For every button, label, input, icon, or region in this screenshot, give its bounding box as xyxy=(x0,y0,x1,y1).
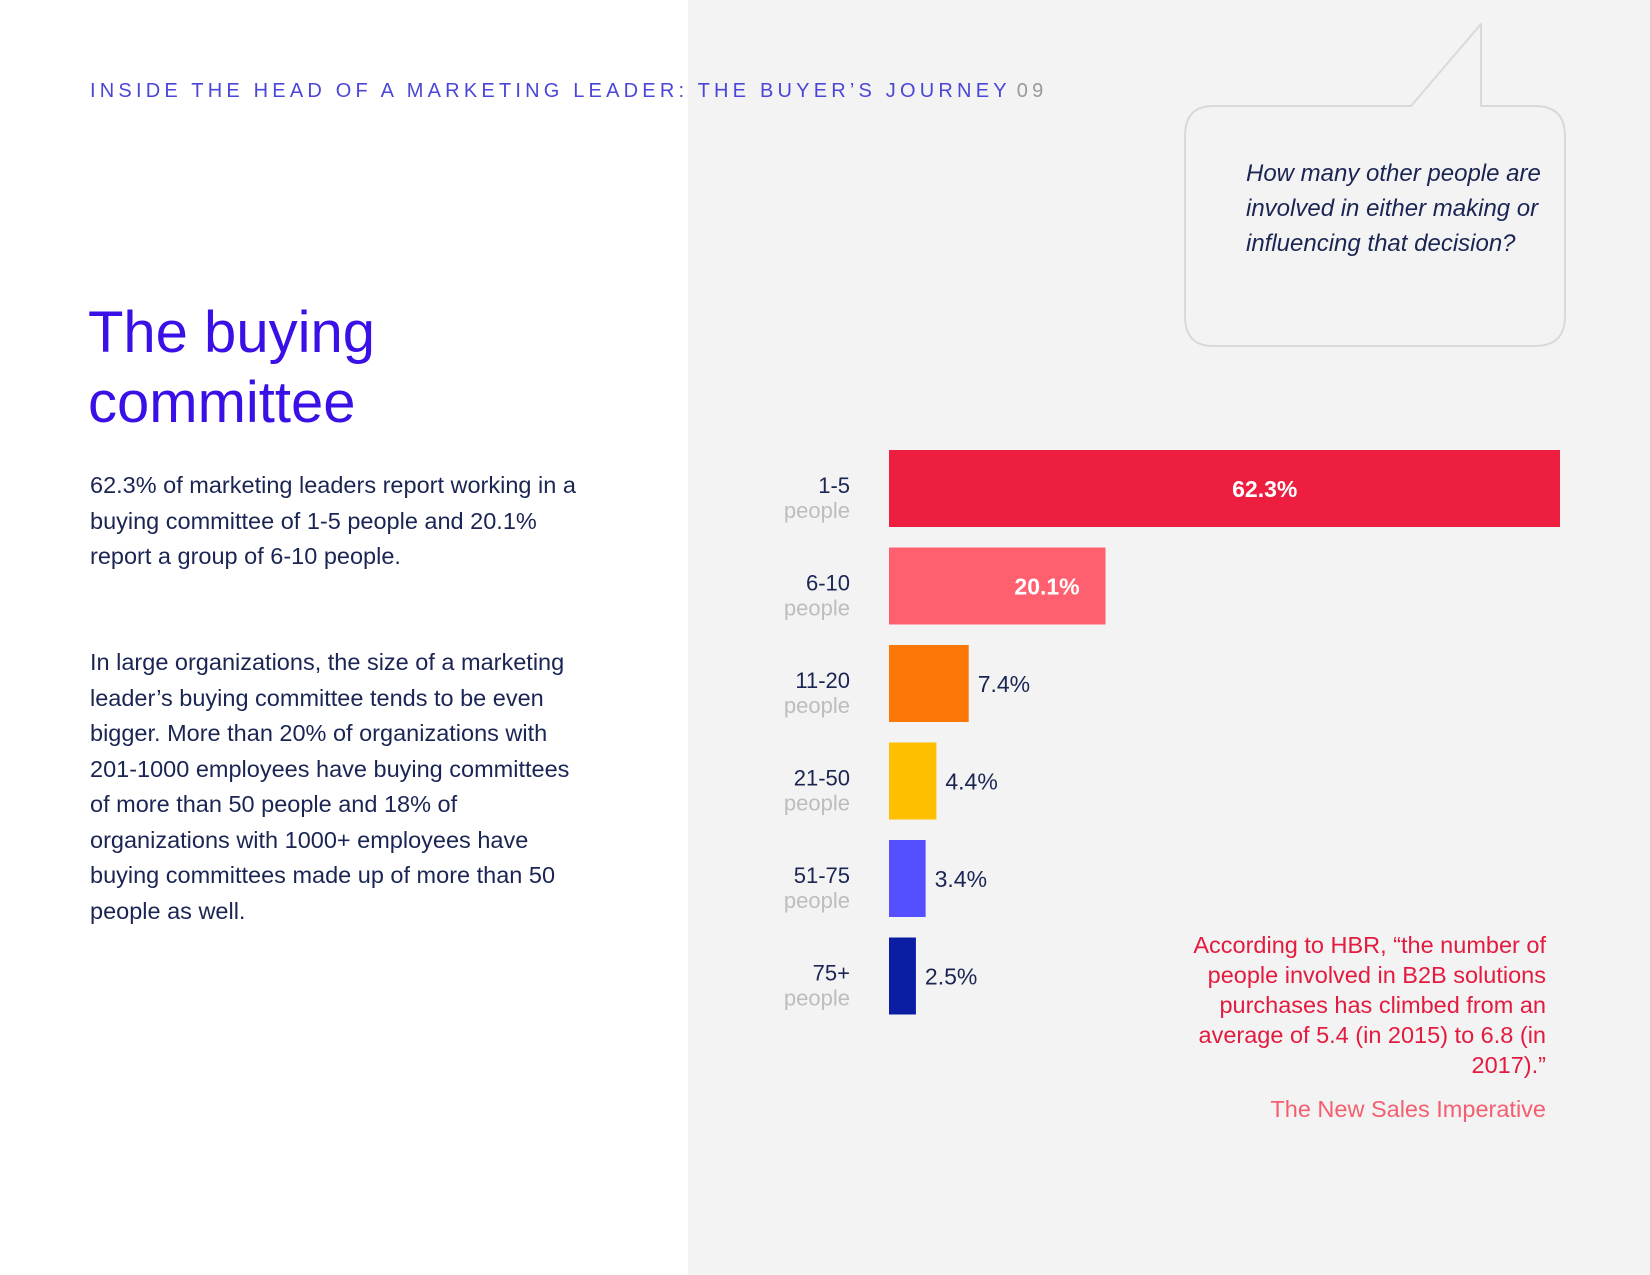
value-label: 4.4% xyxy=(945,769,997,795)
category-sublabel: people xyxy=(784,498,850,523)
category-sublabel: people xyxy=(784,986,850,1011)
category-sublabel: people xyxy=(784,596,850,621)
hbr-quote: According to HBR, “the number of people … xyxy=(1193,932,1546,1078)
category-label: 6-10 xyxy=(806,571,850,596)
title-line-2: committee xyxy=(88,370,356,435)
bar-51-75 xyxy=(889,840,926,917)
body-paragraph-2: In large organizations, the size of a ma… xyxy=(90,649,570,924)
bar-6-10 xyxy=(889,547,1106,625)
category-label: 51-75 xyxy=(794,863,850,888)
value-label: 7.4% xyxy=(978,671,1030,697)
value-label: 20.1% xyxy=(1014,574,1079,600)
title-line-1: The buying xyxy=(88,300,375,365)
category-label: 21-50 xyxy=(794,766,850,791)
value-label: 62.3% xyxy=(1232,476,1297,502)
category-sublabel: people xyxy=(784,888,850,913)
category-label: 11-20 xyxy=(795,668,850,693)
running-title: INSIDE THE HEAD OF A MARKETING LEADER: T… xyxy=(90,80,1011,102)
page-number: 09 xyxy=(1016,80,1048,102)
body-paragraph-1: 62.3% of marketing leaders report workin… xyxy=(90,472,576,569)
running-header: INSIDE THE HEAD OF A MARKETING LEADER: T… xyxy=(90,80,1047,103)
callout-question: How many other people are involved in ei… xyxy=(1246,160,1541,257)
bar-21-50 xyxy=(889,742,937,820)
category-label: 75+ xyxy=(813,961,850,986)
bar-75+ xyxy=(889,937,916,1015)
bar-11-20 xyxy=(889,645,969,722)
quote-source: The New Sales Imperative xyxy=(1270,1096,1546,1122)
speech-bubble xyxy=(1184,23,1566,347)
category-sublabel: people xyxy=(784,791,850,816)
page-title: The buying committee xyxy=(88,298,648,438)
bar-1-5 xyxy=(889,450,1560,527)
bar-chart: 1-5people62.3%6-10people20.1%11-20people… xyxy=(784,450,1560,1015)
category-label: 1-5 xyxy=(818,473,850,498)
category-sublabel: people xyxy=(784,693,850,718)
value-label: 2.5% xyxy=(925,964,977,990)
value-label: 3.4% xyxy=(935,866,987,892)
